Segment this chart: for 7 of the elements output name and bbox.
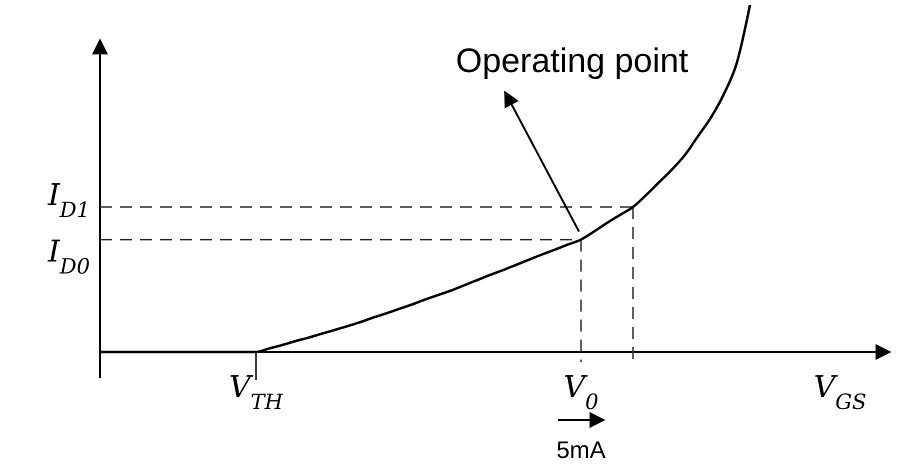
ref-line-label: I$_{D1}$ (46, 178, 90, 222)
x-tick-label: V$_{0}$ (563, 370, 599, 414)
annotation: Operating point (456, 42, 689, 80)
x-tick-label: V$_{TH}$ (229, 370, 284, 414)
x-axis-title: V$_{GS}$ (814, 370, 866, 414)
ref-line-label: I$_{D0}$ (46, 234, 90, 279)
text: 5mA (556, 437, 606, 464)
